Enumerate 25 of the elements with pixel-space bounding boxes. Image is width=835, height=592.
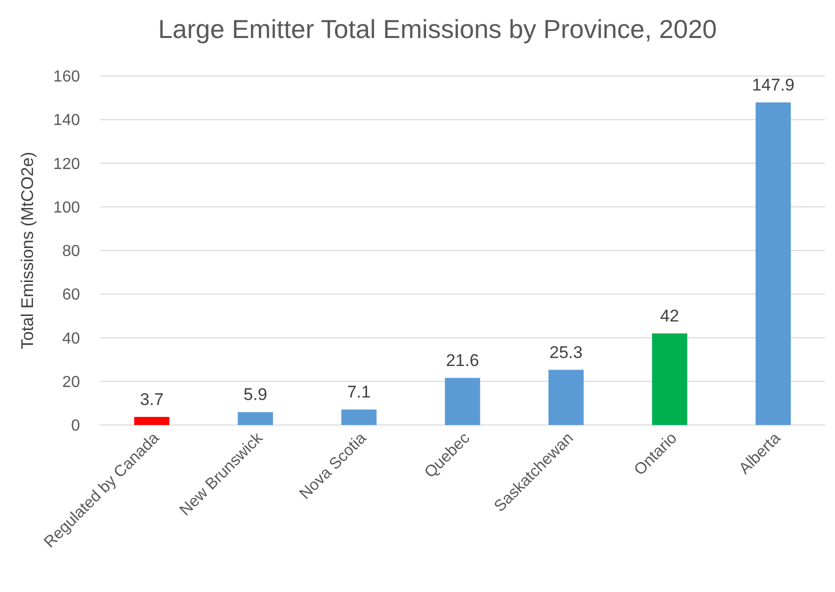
y-tick-label: 100 [53,199,80,216]
y-tick-label: 0 [71,418,80,435]
y-tick-label: 60 [62,286,80,304]
bar [548,370,584,425]
y-tick-label: 140 [53,112,80,130]
data-label: 5.9 [244,385,268,404]
y-tick-label: 40 [62,330,80,348]
y-tick-label: 120 [53,156,80,173]
data-label: 7.1 [347,382,371,402]
bar [444,378,480,425]
bar [341,410,377,425]
y-tick-label: 160 [53,68,80,86]
y-axis-title: Total Emissions (MtCO2e) [18,152,37,350]
bar [756,102,791,425]
data-label: 25.3 [550,342,583,362]
chart-title: Large Emitter Total Emissions by Province, 2020 [158,14,717,44]
data-label: 147.9 [752,75,794,94]
data-label: 42 [660,306,680,326]
data-label: 21.6 [446,350,480,370]
y-tick-label: 80 [62,243,80,260]
bar [134,416,170,425]
bar [238,412,273,425]
data-label: 3.7 [140,390,164,409]
y-tick-label: 20 [62,374,80,391]
bar [652,333,688,425]
